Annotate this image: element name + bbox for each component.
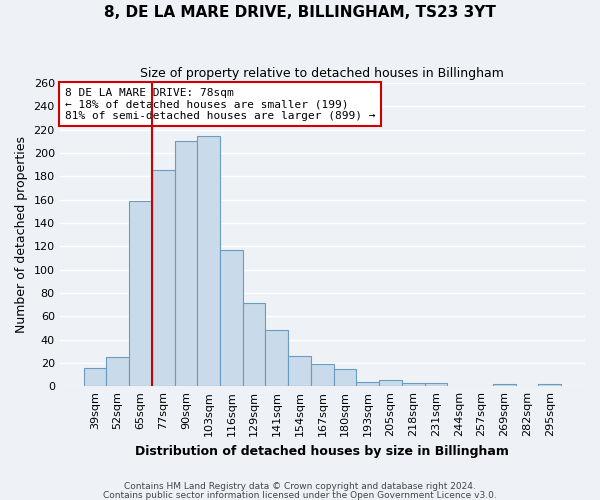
Bar	[288, 356, 311, 386]
Bar	[265, 330, 288, 386]
Bar	[129, 201, 152, 386]
Bar	[356, 382, 379, 386]
Text: 8, DE LA MARE DRIVE, BILLINGHAM, TS23 3YT: 8, DE LA MARE DRIVE, BILLINGHAM, TS23 3Y…	[104, 5, 496, 20]
Bar	[83, 368, 106, 386]
Bar	[334, 368, 356, 386]
Text: Contains HM Land Registry data © Crown copyright and database right 2024.: Contains HM Land Registry data © Crown c…	[124, 482, 476, 491]
Bar	[106, 357, 129, 386]
Bar	[493, 384, 515, 386]
X-axis label: Distribution of detached houses by size in Billingham: Distribution of detached houses by size …	[136, 444, 509, 458]
Text: Contains public sector information licensed under the Open Government Licence v3: Contains public sector information licen…	[103, 490, 497, 500]
Bar	[152, 170, 175, 386]
Bar	[425, 382, 448, 386]
Bar	[220, 250, 243, 386]
Bar	[311, 364, 334, 386]
Text: 8 DE LA MARE DRIVE: 78sqm
← 18% of detached houses are smaller (199)
81% of semi: 8 DE LA MARE DRIVE: 78sqm ← 18% of detac…	[65, 88, 376, 121]
Bar	[538, 384, 561, 386]
Bar	[402, 382, 425, 386]
Bar	[197, 136, 220, 386]
Bar	[175, 142, 197, 386]
Title: Size of property relative to detached houses in Billingham: Size of property relative to detached ho…	[140, 68, 504, 80]
Bar	[243, 304, 265, 386]
Y-axis label: Number of detached properties: Number of detached properties	[15, 136, 28, 333]
Bar	[379, 380, 402, 386]
